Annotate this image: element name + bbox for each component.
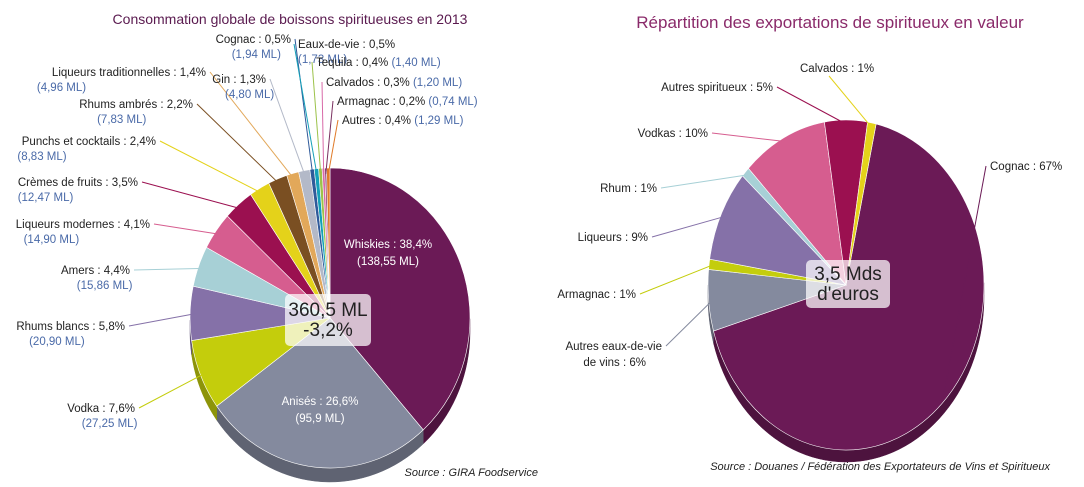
- chart1-armagnac-label: Armagnac : 0,2% (0,74 ML): [337, 96, 478, 108]
- chart1-tequila-leader: [311, 61, 322, 175]
- chart2-cognac-leader: [943, 165, 987, 396]
- chart1-armagnac-leader: [325, 100, 334, 175]
- chart2-vodkas-leader: [711, 132, 786, 143]
- chart1-whiskies-label: Whiskies : 38,4%: [344, 239, 432, 251]
- chart1-whiskies-volume: (138,55 ML): [357, 256, 419, 268]
- chart1-rhums-ambres-volume: (7,83 ML): [97, 114, 146, 126]
- chart2-rhum-label: Rhum : 1%: [600, 183, 657, 195]
- chart1-amers-leader: [133, 267, 205, 271]
- chart1-liqueurs-traditionnelles-label: Liqueurs traditionnelles : 1,4%: [52, 67, 206, 79]
- chart1-amers-label: Amers : 4,4%: [61, 265, 130, 277]
- chart1-rhums-blancs-label: Rhums blancs : 5,8%: [16, 321, 125, 333]
- chart1-cognac-volume: (1,94 ML): [232, 49, 281, 61]
- chart2-armagnac-label: Armagnac : 1%: [557, 289, 636, 301]
- chart2-autres-eaux-de-vie-de-vins-label-line2: de vins : 6%: [583, 357, 646, 369]
- chart2-title: Répartition des exportations de spiritue…: [636, 13, 1024, 32]
- chart1-rhums-blancs-volume: (20,90 ML): [29, 336, 85, 348]
- chart2-vodkas-label: Vodkas : 10%: [638, 128, 708, 140]
- chart1-anises-volume: (95,9 ML): [295, 413, 344, 425]
- chart1-rhums-blancs-leader: [128, 312, 197, 327]
- chart2-center-text-1: 3,5 Mds: [814, 264, 882, 285]
- chart1-calvados-label: Calvados : 0,3% (1,20 ML): [326, 77, 462, 89]
- chart1-liqueurs-traditionnelles-leader: [209, 71, 295, 180]
- chart1-cremes-de-fruits-leader: [141, 181, 243, 210]
- chart1-autres-leader: [327, 119, 339, 175]
- chart2-center-box: [806, 260, 890, 308]
- chart1-cremes-de-fruits-label: Crèmes de fruits : 3,5%: [18, 177, 138, 189]
- chart2-armagnac-leader: [639, 264, 714, 295]
- chart2-liqueurs-label: Liqueurs : 9%: [578, 232, 648, 244]
- chart2-autres-spiritueux-label: Autres spiritueux : 5%: [661, 82, 773, 94]
- chart2-autres-spiritueux-leader: [776, 86, 847, 125]
- chart2-cognac-label: Cognac : 67%: [990, 161, 1062, 173]
- chart1-liqueurs-modernes-label: Liqueurs modernes : 4,1%: [16, 219, 150, 231]
- chart1-source: Source : GIRA Foodservice: [405, 467, 538, 479]
- chart1-tequila-label: Tequila : 0,4% (1,40 ML): [316, 57, 441, 69]
- chart2-liqueurs-leader: [651, 215, 725, 238]
- chart2-autres-eaux-de-vie-de-vins-leader: [665, 299, 713, 347]
- chart1-calvados-leader: [321, 81, 325, 175]
- chart1-punchs-et-cocktails-label: Punchs et cocktails : 2,4%: [22, 136, 156, 148]
- chart1-vodka-label: Vodka : 7,6%: [67, 403, 135, 415]
- chart2-center-text-2: d'euros: [817, 284, 879, 305]
- chart1-gin-volume: (4,80 ML): [225, 89, 274, 101]
- pie1-slice-anises: [216, 317, 424, 469]
- chart1-anises-label: Anisés : 26,6%: [282, 396, 359, 408]
- chart1-vodka-leader: [138, 372, 207, 409]
- chart2-calvados-label: Calvados : 1%: [800, 63, 874, 75]
- chart1-punchs-et-cocktails-volume: (8,83 ML): [17, 151, 66, 163]
- chart1-liqueurs-modernes-leader: [153, 223, 221, 235]
- chart1-cognac-label: Cognac : 0,5%: [216, 34, 291, 46]
- chart1-cognac-leader: [294, 38, 314, 176]
- chart2-source: Source : Douanes / Fédération des Export…: [710, 461, 1050, 473]
- chart1-punchs-et-cocktails-leader: [159, 140, 263, 195]
- pie-chart-consumption: Whiskies : 38,4% (138,55 ML) Anisés : 26,6…: [16, 34, 478, 483]
- chart1-cremes-de-fruits-volume: (12,47 ML): [18, 192, 74, 204]
- chart1-liqueurs-modernes-volume: (14,90 ML): [24, 234, 80, 246]
- chart1-liqueurs-traditionnelles-volume: (4,96 ML): [37, 82, 86, 94]
- chart1-vodka-volume: (27,25 ML): [82, 418, 138, 430]
- chart1-amers-volume: (15,86 ML): [77, 280, 133, 292]
- chart1-title: Consommation globale de boissons spiritu…: [113, 11, 468, 27]
- chart1-eaux-de-vie-label: Eaux-de-vie : 0,5%: [298, 39, 395, 51]
- pie2-slice-vodkas: [748, 121, 847, 286]
- chart1-gin-label: Gin : 1,3%: [212, 74, 266, 86]
- pie2-slice-liqueurs: [709, 175, 847, 286]
- chart1-autres-label: Autres : 0,4% (1,29 ML): [342, 115, 464, 127]
- chart1-gin-leader: [269, 78, 306, 177]
- chart1-eaux-de-vie-volume: (1,73 ML): [298, 54, 347, 66]
- chart2-rhum-leader: [660, 174, 749, 189]
- chart1-center-box: [285, 294, 371, 346]
- chart1-center-text-2: -3,2%: [303, 320, 353, 341]
- chart2-autres-eaux-de-vie-de-vins-label: Autres eaux-de-vie: [565, 341, 662, 353]
- chart2-calvados-leader: [828, 75, 872, 128]
- chart1-center-text-1: 360,5 ML: [288, 300, 367, 321]
- chart1-rhums-ambres-label: Rhums ambrés : 2,2%: [79, 99, 193, 111]
- chart1-rhums-ambres-leader: [196, 103, 281, 185]
- pie-chart-exports: Cognac : 67% Autres eaux-de-vie de vins : …: [557, 63, 1062, 463]
- pie1-slice-whiskies: [329, 167, 471, 431]
- chart1-eaux-de-vie-leader: [293, 43, 318, 175]
